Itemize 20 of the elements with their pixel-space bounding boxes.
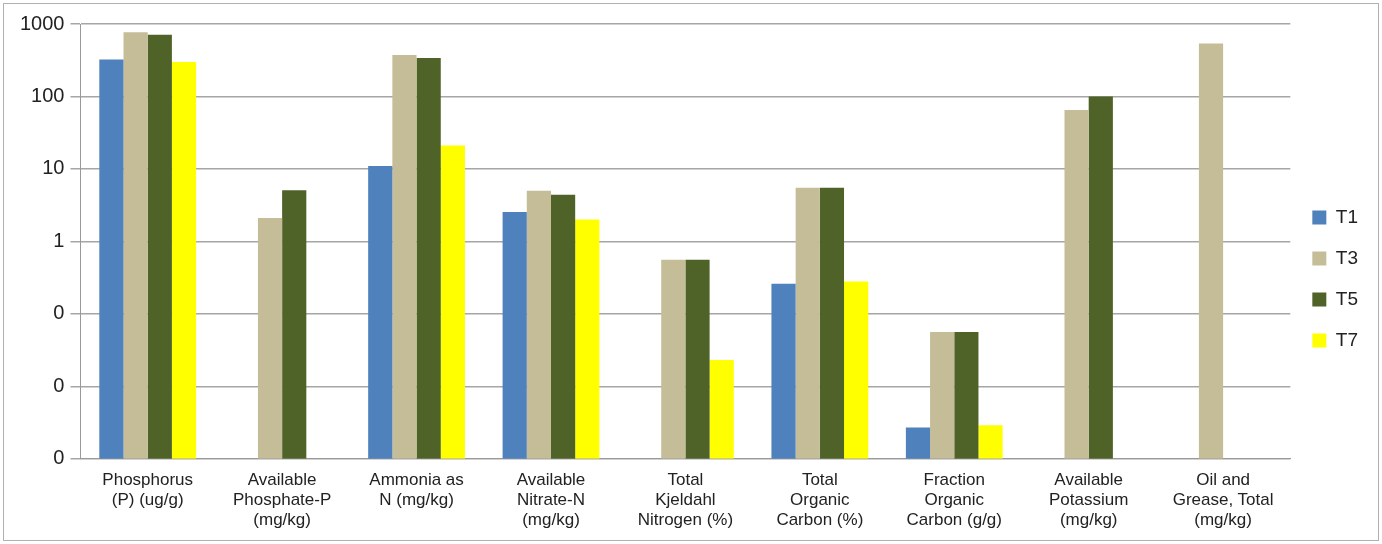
- x-tick-label: Total Kjeldahl Nitrogen (%): [637, 469, 734, 530]
- x-tick-label: Ammonia as N (mg/kg): [369, 469, 464, 510]
- x-tick-label: Available Phosphate-P (mg/kg): [232, 469, 332, 530]
- x-tick-label: Fraction Organic Carbon (g/g): [906, 469, 1002, 530]
- y-tick-label: 10: [42, 156, 65, 179]
- x-tick-label: Phosphorus (P) (ug/g): [102, 469, 194, 510]
- y-tick-label: 1: [53, 228, 65, 251]
- x-tick-label: Available Nitrate-N (mg/kg): [516, 469, 586, 530]
- y-tick-label: 1000: [19, 11, 65, 34]
- y-tick-label: 100: [31, 83, 65, 106]
- legend-label: T5: [1335, 287, 1359, 309]
- y-tick-label: 0: [53, 301, 65, 324]
- x-tick-label: Available Potassium (mg/kg): [1049, 469, 1129, 530]
- legend-label: T3: [1335, 246, 1359, 268]
- x-tick-label: Total Organic Carbon (%): [776, 469, 864, 530]
- x-tick-label: Oil and Grease, Total (mg/kg): [1172, 469, 1274, 530]
- y-tick-label: 0: [53, 446, 65, 469]
- legend-label: T7: [1335, 328, 1359, 350]
- legend-label: T1: [1335, 205, 1359, 227]
- y-tick-label: 0: [53, 373, 65, 396]
